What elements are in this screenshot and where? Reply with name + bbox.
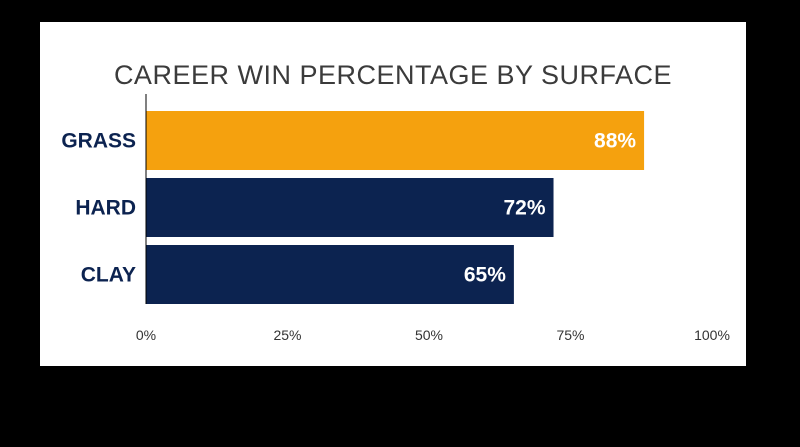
value-label-grass: 88% xyxy=(594,130,636,153)
bar-clay xyxy=(146,245,514,304)
x-tick-label-0: 0% xyxy=(136,327,156,343)
x-tick-label-75: 75% xyxy=(556,327,584,343)
x-tick-label-50: 50% xyxy=(415,327,443,343)
chart-title: CAREER WIN PERCENTAGE BY SURFACE xyxy=(113,60,673,90)
category-label-clay: CLAY xyxy=(81,264,136,287)
category-label-grass: GRASS xyxy=(61,130,136,153)
bar-chart: GRASS 88% HARD 72% CLAY 65% 0% 25% 50% 75% 100% xyxy=(61,94,730,343)
value-label-clay: 65% xyxy=(464,264,506,287)
bar-grass xyxy=(146,111,645,170)
chart-card: CAREER WIN PERCENTAGE BY SURFACE GRASS 88… xyxy=(40,22,746,366)
value-label-hard: 72% xyxy=(503,197,545,220)
category-label-hard: HARD xyxy=(75,197,136,220)
bar-hard xyxy=(146,178,554,237)
x-tick-label-25: 25% xyxy=(273,327,301,343)
x-tick-label-100: 100% xyxy=(694,327,730,343)
